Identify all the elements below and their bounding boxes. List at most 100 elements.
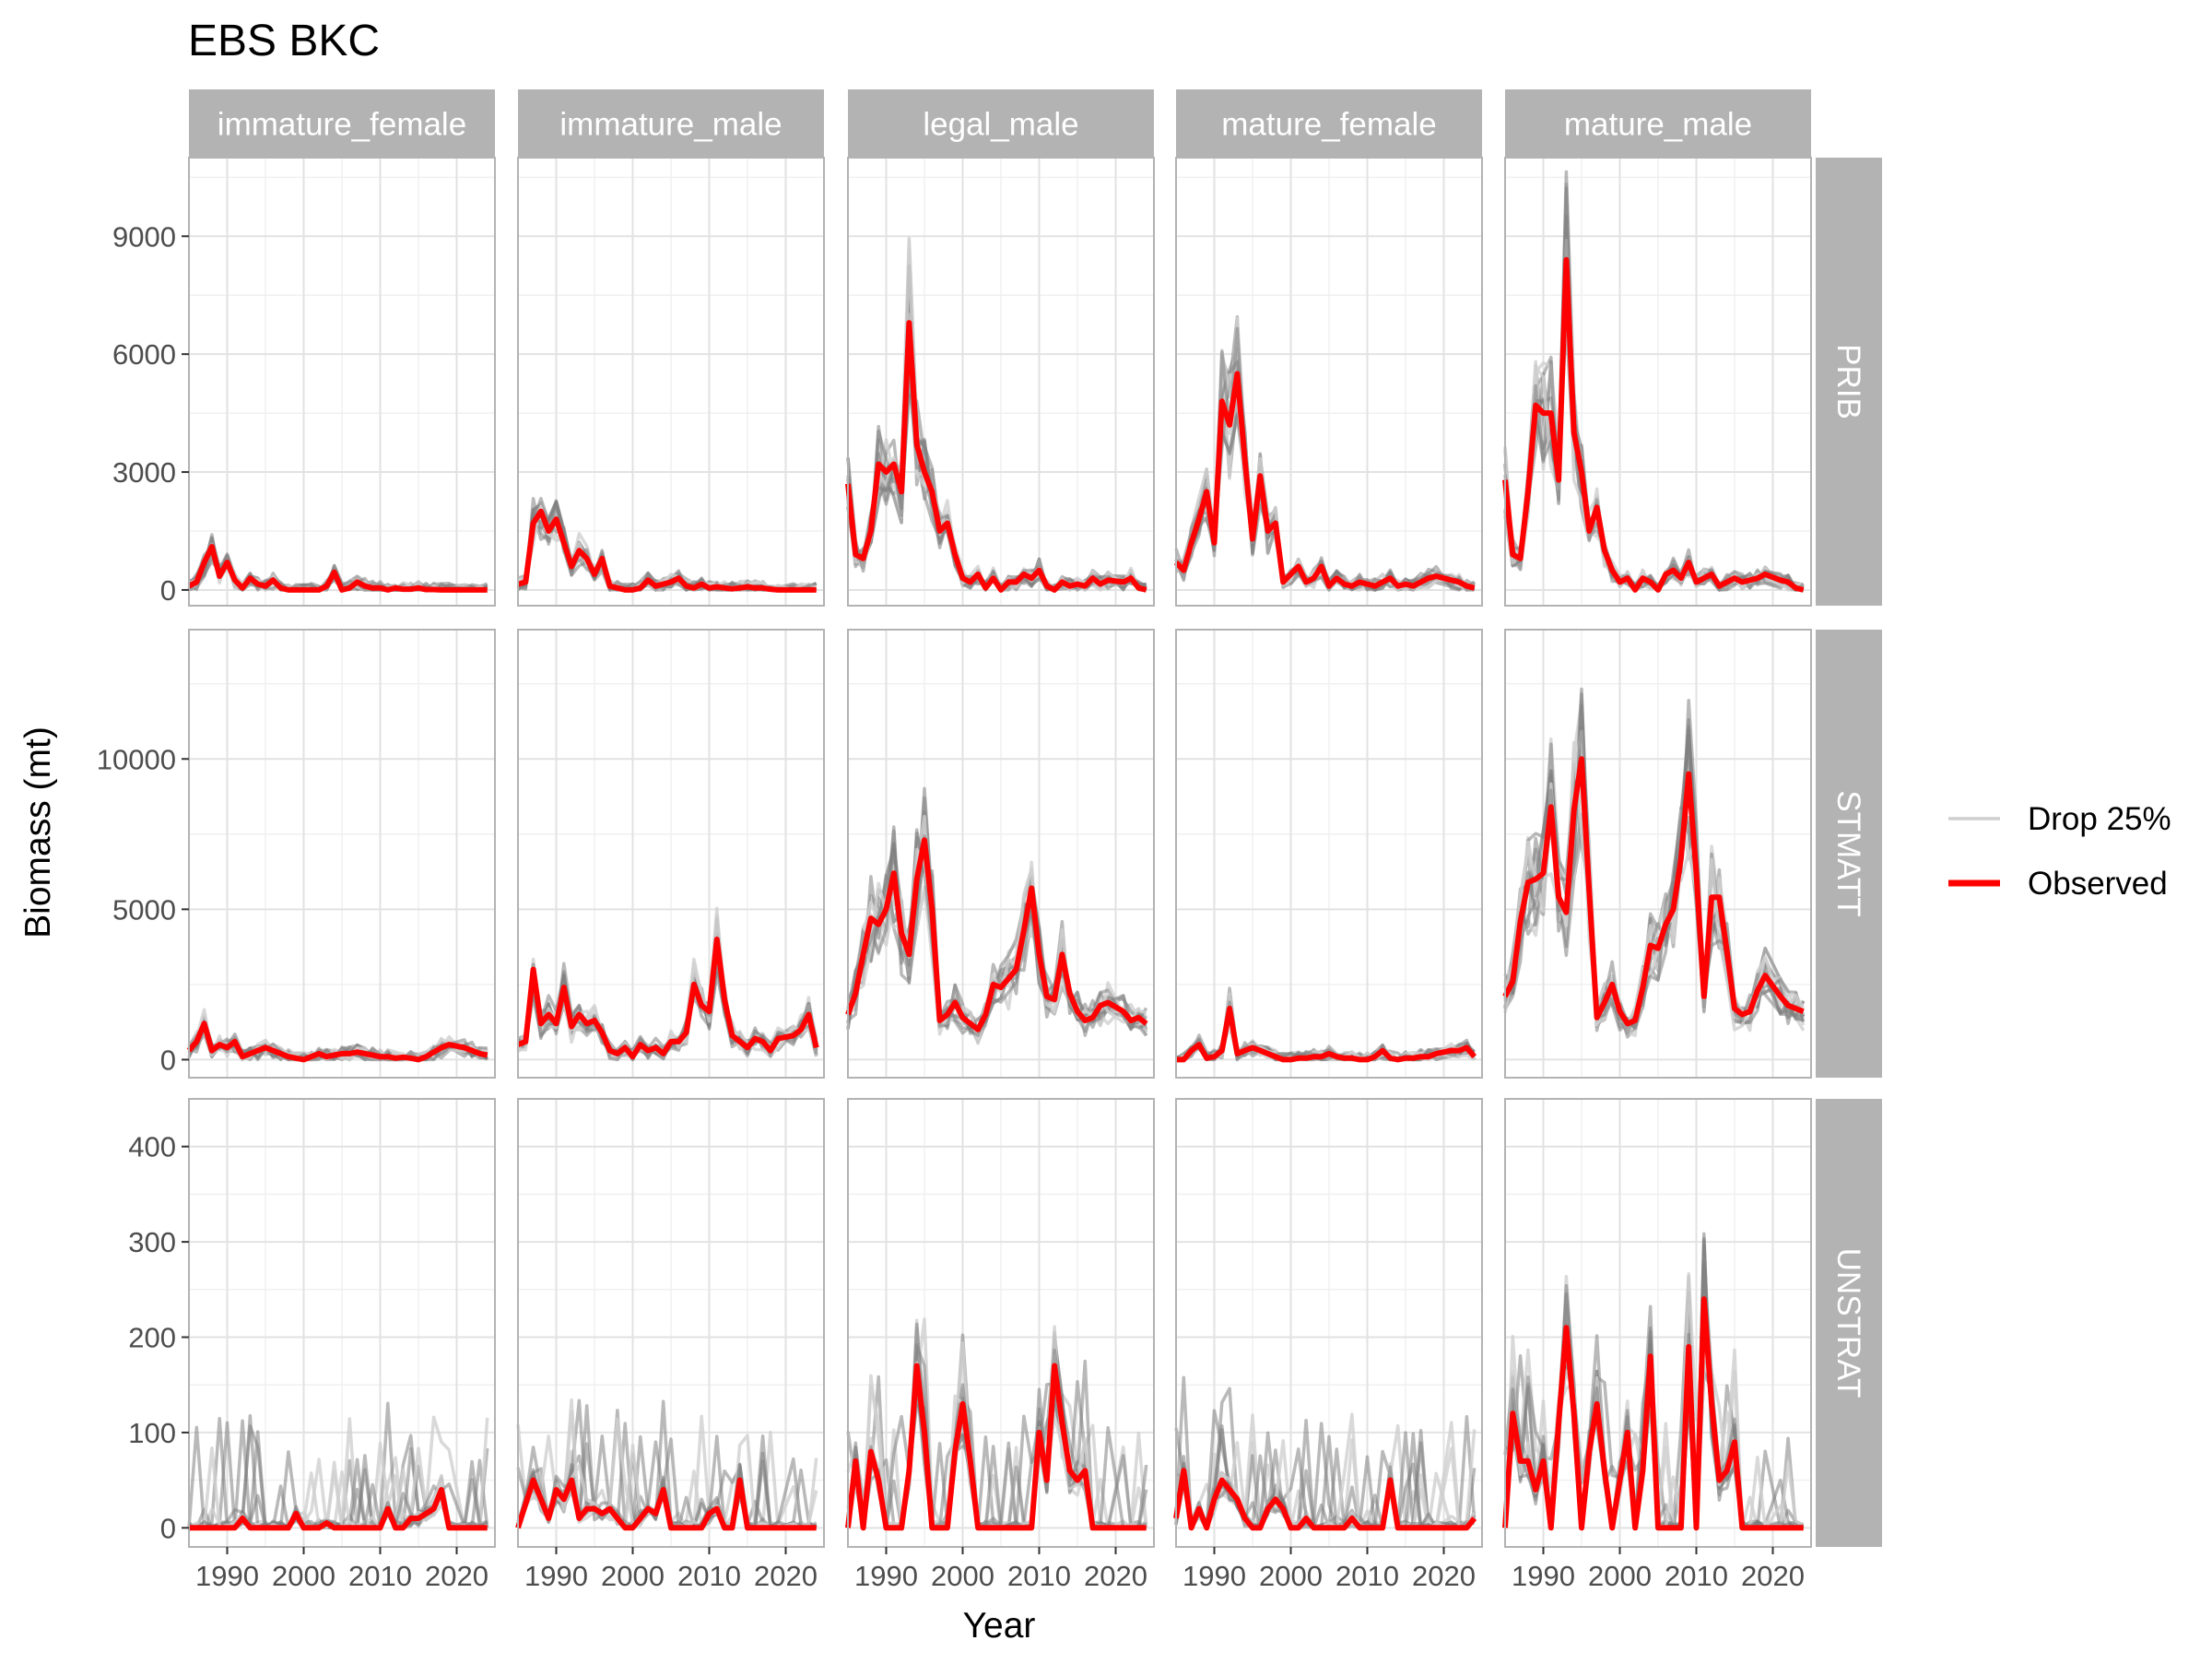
observed-line [1173,371,1476,591]
x-tick-label: 2000 [1588,1560,1652,1592]
x-tick-label: 2020 [1741,1560,1805,1592]
panel-UNSTRAT-legal_male [845,1098,1155,1548]
x-tick-label: 1990 [854,1560,918,1592]
y-tick-label: 0 [160,574,176,607]
panel-STMATT-legal_male [845,629,1155,1079]
y-tick-label: 0 [160,1044,176,1076]
facet-label-legal_male: legal_male [923,107,1078,143]
panel-border [188,157,496,607]
observed-line [1502,256,1805,593]
panel-border [1504,157,1812,607]
chart-title: EBS BKC [188,17,380,65]
side-strip-PRIB [1816,158,1882,606]
y-tick-label: 400 [128,1131,176,1163]
panel-UNSTRAT-mature_female [1173,1098,1483,1548]
x-axis-label: Year [963,1606,1036,1646]
facet-strip-mature_male [1505,89,1811,157]
y-tick-label: 200 [128,1322,176,1354]
observed-line [845,320,1147,593]
panel-border [1504,1098,1812,1548]
facet-strip-mature_female [1176,89,1482,157]
observed-line [187,544,488,593]
legend: Drop 25% Observed [1948,801,2171,902]
panel-border [847,629,1155,1079]
observed-line [517,508,817,593]
panel-border [1175,157,1483,607]
facet-label-immature_female: immature_female [218,107,466,143]
panel-PRIB-legal_male [845,157,1155,607]
x-tick-label: 2020 [1412,1560,1476,1592]
x-tick-label: 2000 [272,1560,335,1592]
facet-strip-immature_female [189,89,495,157]
panel-PRIB-immature_male [516,157,825,607]
panel-STMATT-mature_male [1502,629,1812,1079]
panel-border [517,157,825,607]
panel-UNSTRAT-immature_female [187,1098,496,1548]
x-tick-label: 2010 [348,1560,412,1592]
panel-PRIB-mature_female [1173,157,1483,607]
observed-line [189,1487,488,1531]
y-axis-label: Biomass (mt) [18,726,58,938]
y-tick-label: 300 [128,1226,176,1258]
x-tick-label: 2020 [425,1560,488,1592]
drop-25-line [1174,1422,1477,1530]
observed-line [516,937,819,1060]
x-tick-label: 2010 [1335,1560,1399,1592]
panel-border [517,1098,825,1548]
x-tick-label: 1990 [1512,1560,1575,1592]
panel-border [847,1098,1155,1548]
legend-label-drop-25: Drop 25% [2028,801,2171,837]
observed-line [845,1363,1147,1531]
y-tick-label: 5000 [112,893,176,926]
panel-border [517,629,825,1079]
x-tick-label: 2010 [1007,1560,1071,1592]
x-tick-label: 1990 [1182,1560,1246,1592]
panel-STMATT-immature_female [186,629,496,1079]
facet-label-immature_male: immature_male [559,107,782,143]
drop-25-line [188,1446,488,1530]
side-strip-label-STMATT: STMATT [1830,790,1866,916]
facet-label-mature_male: mature_male [1564,107,1752,143]
panel-STMATT-mature_female [1174,629,1483,1079]
observed-line [1173,1468,1477,1531]
observed-line [186,1021,488,1063]
facet-strip-immature_male [518,89,824,157]
panel-PRIB-mature_male [1502,157,1812,607]
panel-UNSTRAT-immature_male [515,1098,825,1548]
panel-PRIB-immature_female [187,157,496,607]
observed-line [1502,756,1805,1027]
panel-border [188,629,496,1079]
y-tick-label: 3000 [112,456,176,489]
panels: immature_female0300060009000050001000001… [97,89,1882,1592]
observed-line [1502,1296,1804,1531]
panel-UNSTRAT-mature_male [1502,1098,1812,1548]
facet-strip-legal_male [848,89,1154,157]
y-tick-label: 6000 [112,338,176,371]
x-tick-label: 2020 [1084,1560,1147,1592]
x-tick-label: 2000 [1259,1560,1323,1592]
x-tick-label: 2010 [677,1560,741,1592]
x-tick-label: 2000 [601,1560,665,1592]
y-tick-label: 10000 [97,743,176,775]
y-tick-label: 100 [128,1417,176,1449]
x-tick-label: 1990 [524,1560,588,1592]
legend-label-observed: Observed [2028,866,2168,902]
x-tick-label: 2000 [931,1560,994,1592]
y-tick-label: 9000 [112,220,176,253]
observed-line [515,1477,817,1531]
panel-STMATT-immature_male [516,629,825,1079]
panel-border [1175,629,1483,1079]
y-tick-label: 0 [160,1512,176,1544]
panel-border [1175,1098,1483,1548]
x-tick-label: 2010 [1665,1560,1728,1592]
panel-border [188,1098,496,1548]
facet-label-mature_female: mature_female [1221,107,1436,143]
x-tick-label: 2020 [754,1560,818,1592]
x-tick-label: 1990 [195,1560,259,1592]
observed-line [1176,1006,1477,1063]
side-strip-UNSTRAT [1816,1099,1882,1547]
panel-border [1504,629,1812,1079]
side-strip-label-PRIB: PRIB [1830,344,1866,419]
